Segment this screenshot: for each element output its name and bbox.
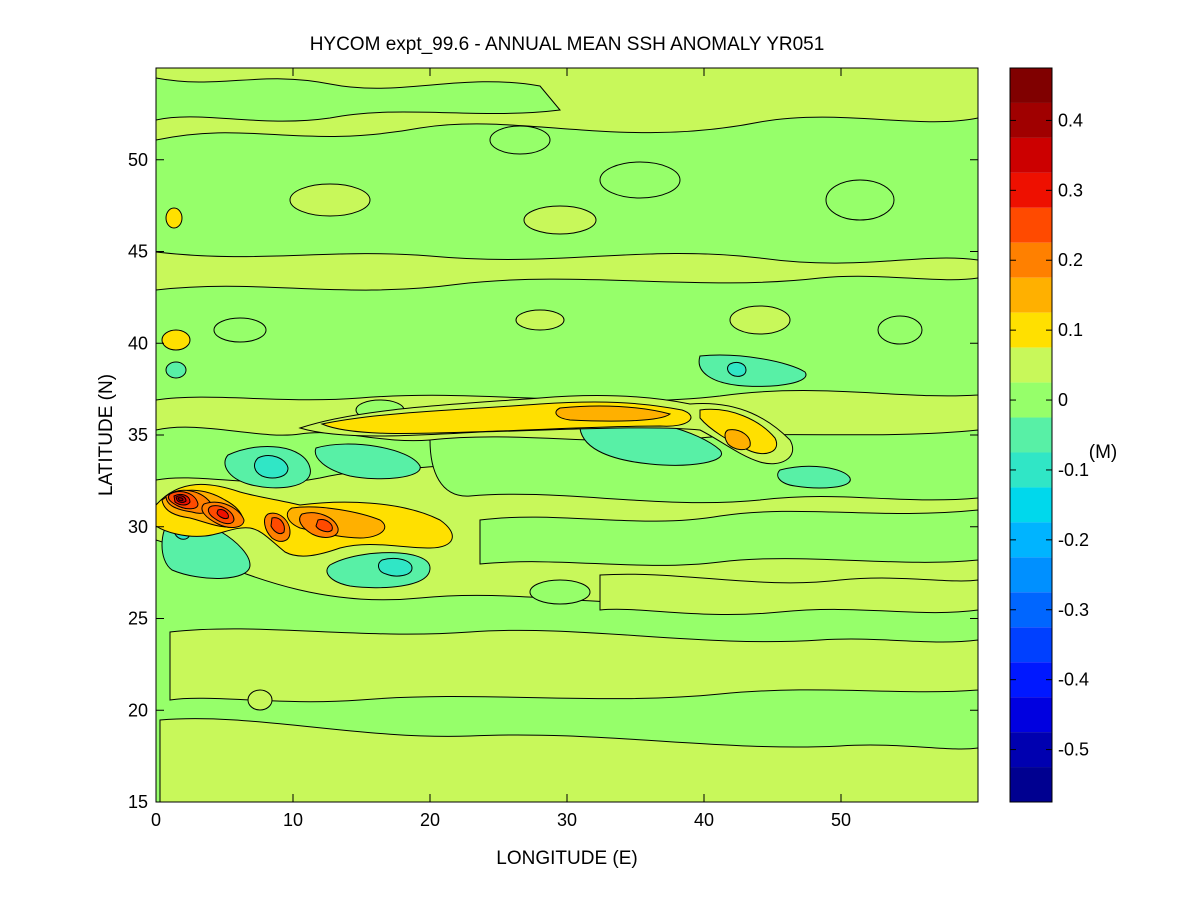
- colorbar-segment: [1010, 522, 1052, 558]
- colorbar-segment: [1010, 662, 1052, 698]
- x-axis-label: LONGITUDE (E): [496, 848, 637, 869]
- x-tick-label: 10: [283, 810, 303, 830]
- eddy-low: [698, 354, 807, 387]
- y-axis: 15 20 25 30 35 40 45 50: [128, 150, 978, 812]
- eddy-high: [165, 207, 183, 229]
- colorbar-tick-label: -0.1: [1058, 460, 1089, 480]
- colorbar-frame: [1009, 67, 1053, 803]
- colorbar-segment: [1010, 627, 1052, 663]
- x-tick-label: 30: [557, 810, 577, 830]
- contour-island: [213, 317, 267, 343]
- colorbar-segment: [1010, 592, 1052, 628]
- colorbar: [1010, 68, 1052, 802]
- x-axis: 0 10 20 30 40 50: [151, 68, 851, 830]
- colorbar-segment: [1010, 452, 1052, 488]
- eddy-low: [254, 455, 289, 479]
- y-axis-label: LATITUDE (N): [96, 374, 117, 496]
- colorbar-segment: [1010, 242, 1052, 278]
- jet-36n: [298, 395, 793, 465]
- plot-area: [156, 68, 978, 802]
- colorbar-segment: [1010, 312, 1052, 348]
- eddy-high: [165, 361, 187, 379]
- y-tick-label: 30: [128, 517, 148, 537]
- jet-contour: [315, 519, 333, 533]
- jet-contour: [724, 429, 751, 451]
- contour-island: [247, 689, 273, 711]
- colorbar-tick-label: 0.3: [1058, 180, 1083, 200]
- eddy-high: [161, 329, 191, 351]
- contour-band-north: [156, 116, 978, 264]
- colorbar-tick-label: 0.1: [1058, 320, 1083, 340]
- contour-island: [729, 305, 791, 335]
- colorbar-segment: [1010, 732, 1052, 768]
- colorbar-segment: [1010, 68, 1052, 103]
- contour-island: [523, 205, 597, 235]
- jet-contour: [216, 509, 229, 519]
- contour-island: [599, 161, 681, 199]
- eddy-low: [777, 465, 851, 489]
- colorbar-segment: [1010, 347, 1052, 383]
- y-tick-label: 35: [128, 425, 148, 445]
- colorbar-tick-label: 0: [1058, 390, 1068, 410]
- colorbar-tick-label: 0.2: [1058, 250, 1083, 270]
- x-tick-label: 50: [831, 810, 851, 830]
- contour-island: [825, 179, 895, 221]
- colorbar-segment: [1010, 277, 1052, 313]
- colorbar-segment: [1010, 557, 1052, 593]
- colorbar-ticks: 0.4 0.3 0.2 0.1 0 -0.1 -0.2 -0.3 -0.4 -0.5: [1010, 110, 1089, 760]
- eddy-low: [378, 557, 413, 577]
- jet-contour: [270, 517, 285, 535]
- colorbar-unit-label: (M): [1089, 442, 1117, 463]
- colorbar-segment: [1010, 137, 1052, 173]
- contour-island: [877, 315, 923, 345]
- eddy-low: [727, 361, 747, 377]
- colorbar-segment: [1010, 417, 1052, 453]
- colorbar-tick-label: -0.2: [1058, 530, 1089, 550]
- colorbar-tick-label: -0.3: [1058, 600, 1089, 620]
- contour-islands: [213, 125, 923, 605]
- y-tick-label: 45: [128, 242, 148, 262]
- eddy-low: [314, 443, 421, 480]
- x-tick-label: 0: [151, 810, 161, 830]
- y-tick-label: 40: [128, 333, 148, 353]
- colorbar-tick-label: 0.4: [1058, 110, 1083, 130]
- contour-band-18n: [159, 718, 978, 802]
- y-tick-label: 20: [128, 700, 148, 720]
- contour-band-midlat: [156, 275, 978, 402]
- jet-contour: [555, 405, 672, 422]
- colorbar-tick-label: -0.5: [1058, 740, 1089, 760]
- contour-islands-positive: [247, 183, 791, 711]
- y-tick-label: 25: [128, 609, 148, 629]
- colorbar-segment: [1010, 697, 1052, 733]
- jet-contour: [177, 497, 184, 502]
- contour-band-22n: [169, 628, 978, 703]
- chart-title: HYCOM expt_99.6 - ANNUAL MEAN SSH ANOMAL…: [310, 34, 825, 55]
- contour-island: [489, 125, 551, 155]
- y-tick-label: 50: [128, 150, 148, 170]
- colorbar-segment: [1010, 767, 1052, 802]
- colorbar-segment: [1010, 487, 1052, 523]
- contour-island: [289, 183, 371, 217]
- colorbar-tick-label: -0.4: [1058, 670, 1089, 690]
- y-tick-label: 15: [128, 792, 148, 812]
- contour-island: [529, 579, 591, 605]
- contour-island: [515, 309, 565, 331]
- x-tick-label: 20: [420, 810, 440, 830]
- colorbar-segment: [1010, 172, 1052, 208]
- positive-eddies: [161, 207, 191, 379]
- colorbar-segment: [1010, 102, 1052, 138]
- colorbar-segment: [1010, 382, 1052, 418]
- contour-band-north-2: [156, 77, 561, 122]
- colorbar-segment: [1010, 207, 1052, 243]
- x-tick-label: 40: [694, 810, 714, 830]
- western-jet-30n: [156, 483, 453, 557]
- contour-band-east-30n: [479, 509, 978, 566]
